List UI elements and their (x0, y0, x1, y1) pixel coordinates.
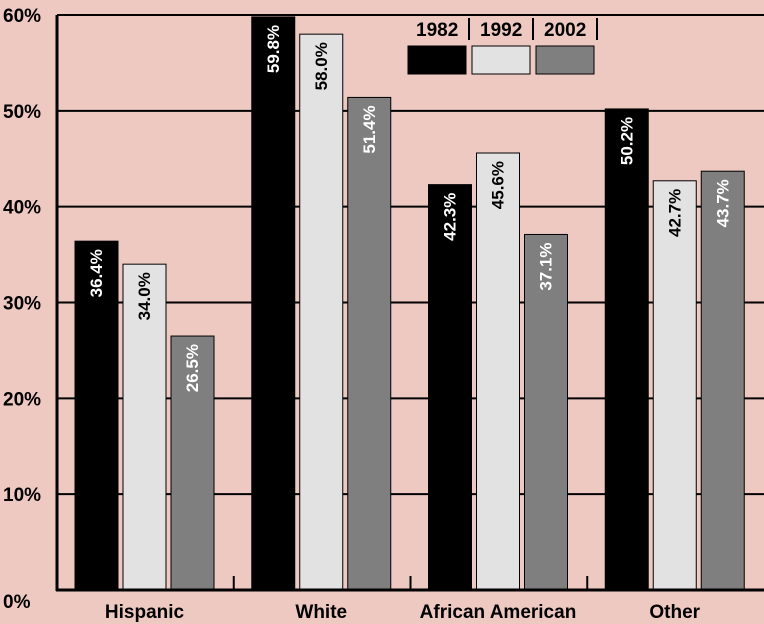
y-tick-label: 60% (3, 6, 41, 27)
axes (55, 15, 764, 592)
bars: 36.4% 34.0% 26.5% 59.8% 58.0% 51.4% 42.3% 45.6%… (74, 16, 745, 591)
data-label: 37.1% (537, 242, 556, 290)
y-tick-label: 0% (3, 592, 31, 613)
category-label: African American (420, 602, 577, 623)
bar (652, 180, 697, 591)
data-label: 26.5% (183, 344, 202, 392)
category-labels: Hispanic White African American Other (105, 602, 701, 623)
data-label: 43.7% (713, 179, 732, 227)
bar (476, 152, 520, 591)
data-label: 45.6% (489, 161, 508, 209)
data-label: 50.2% (617, 117, 636, 165)
bar (604, 108, 649, 591)
bar (700, 170, 745, 591)
bar (251, 16, 296, 591)
data-label: 42.3% (441, 193, 460, 241)
legend-label: 2002 (544, 20, 586, 41)
data-label: 34.0% (135, 272, 154, 320)
category-label: Other (649, 602, 700, 623)
category-label: White (295, 602, 347, 623)
bar (524, 233, 568, 591)
data-label: 59.8% (264, 25, 283, 73)
bar (122, 263, 167, 591)
bar (428, 184, 472, 591)
legend-swatch (535, 45, 595, 75)
data-label: 51.4% (360, 105, 379, 153)
y-tick-label: 40% (3, 198, 41, 219)
bar (299, 33, 344, 591)
legend-swatch (471, 45, 531, 75)
legend-label: 1982 (416, 20, 458, 41)
data-label: 58.0% (312, 42, 331, 90)
y-tick-labels: 0% 10% 20% 30% 40% 50% 60% (3, 6, 41, 613)
bar (347, 96, 392, 591)
bar (170, 335, 215, 591)
data-label: 36.4% (87, 249, 106, 297)
legend-swatch (407, 45, 467, 75)
y-tick-label: 30% (3, 294, 41, 315)
y-tick-label: 50% (3, 102, 41, 123)
legend-label: 1992 (480, 20, 522, 41)
legend: 1982 1992 2002 (407, 18, 598, 75)
y-tick-label: 10% (3, 485, 41, 506)
data-label: 42.7% (665, 189, 684, 237)
category-label: Hispanic (105, 602, 185, 623)
y-tick-label: 20% (3, 389, 41, 410)
